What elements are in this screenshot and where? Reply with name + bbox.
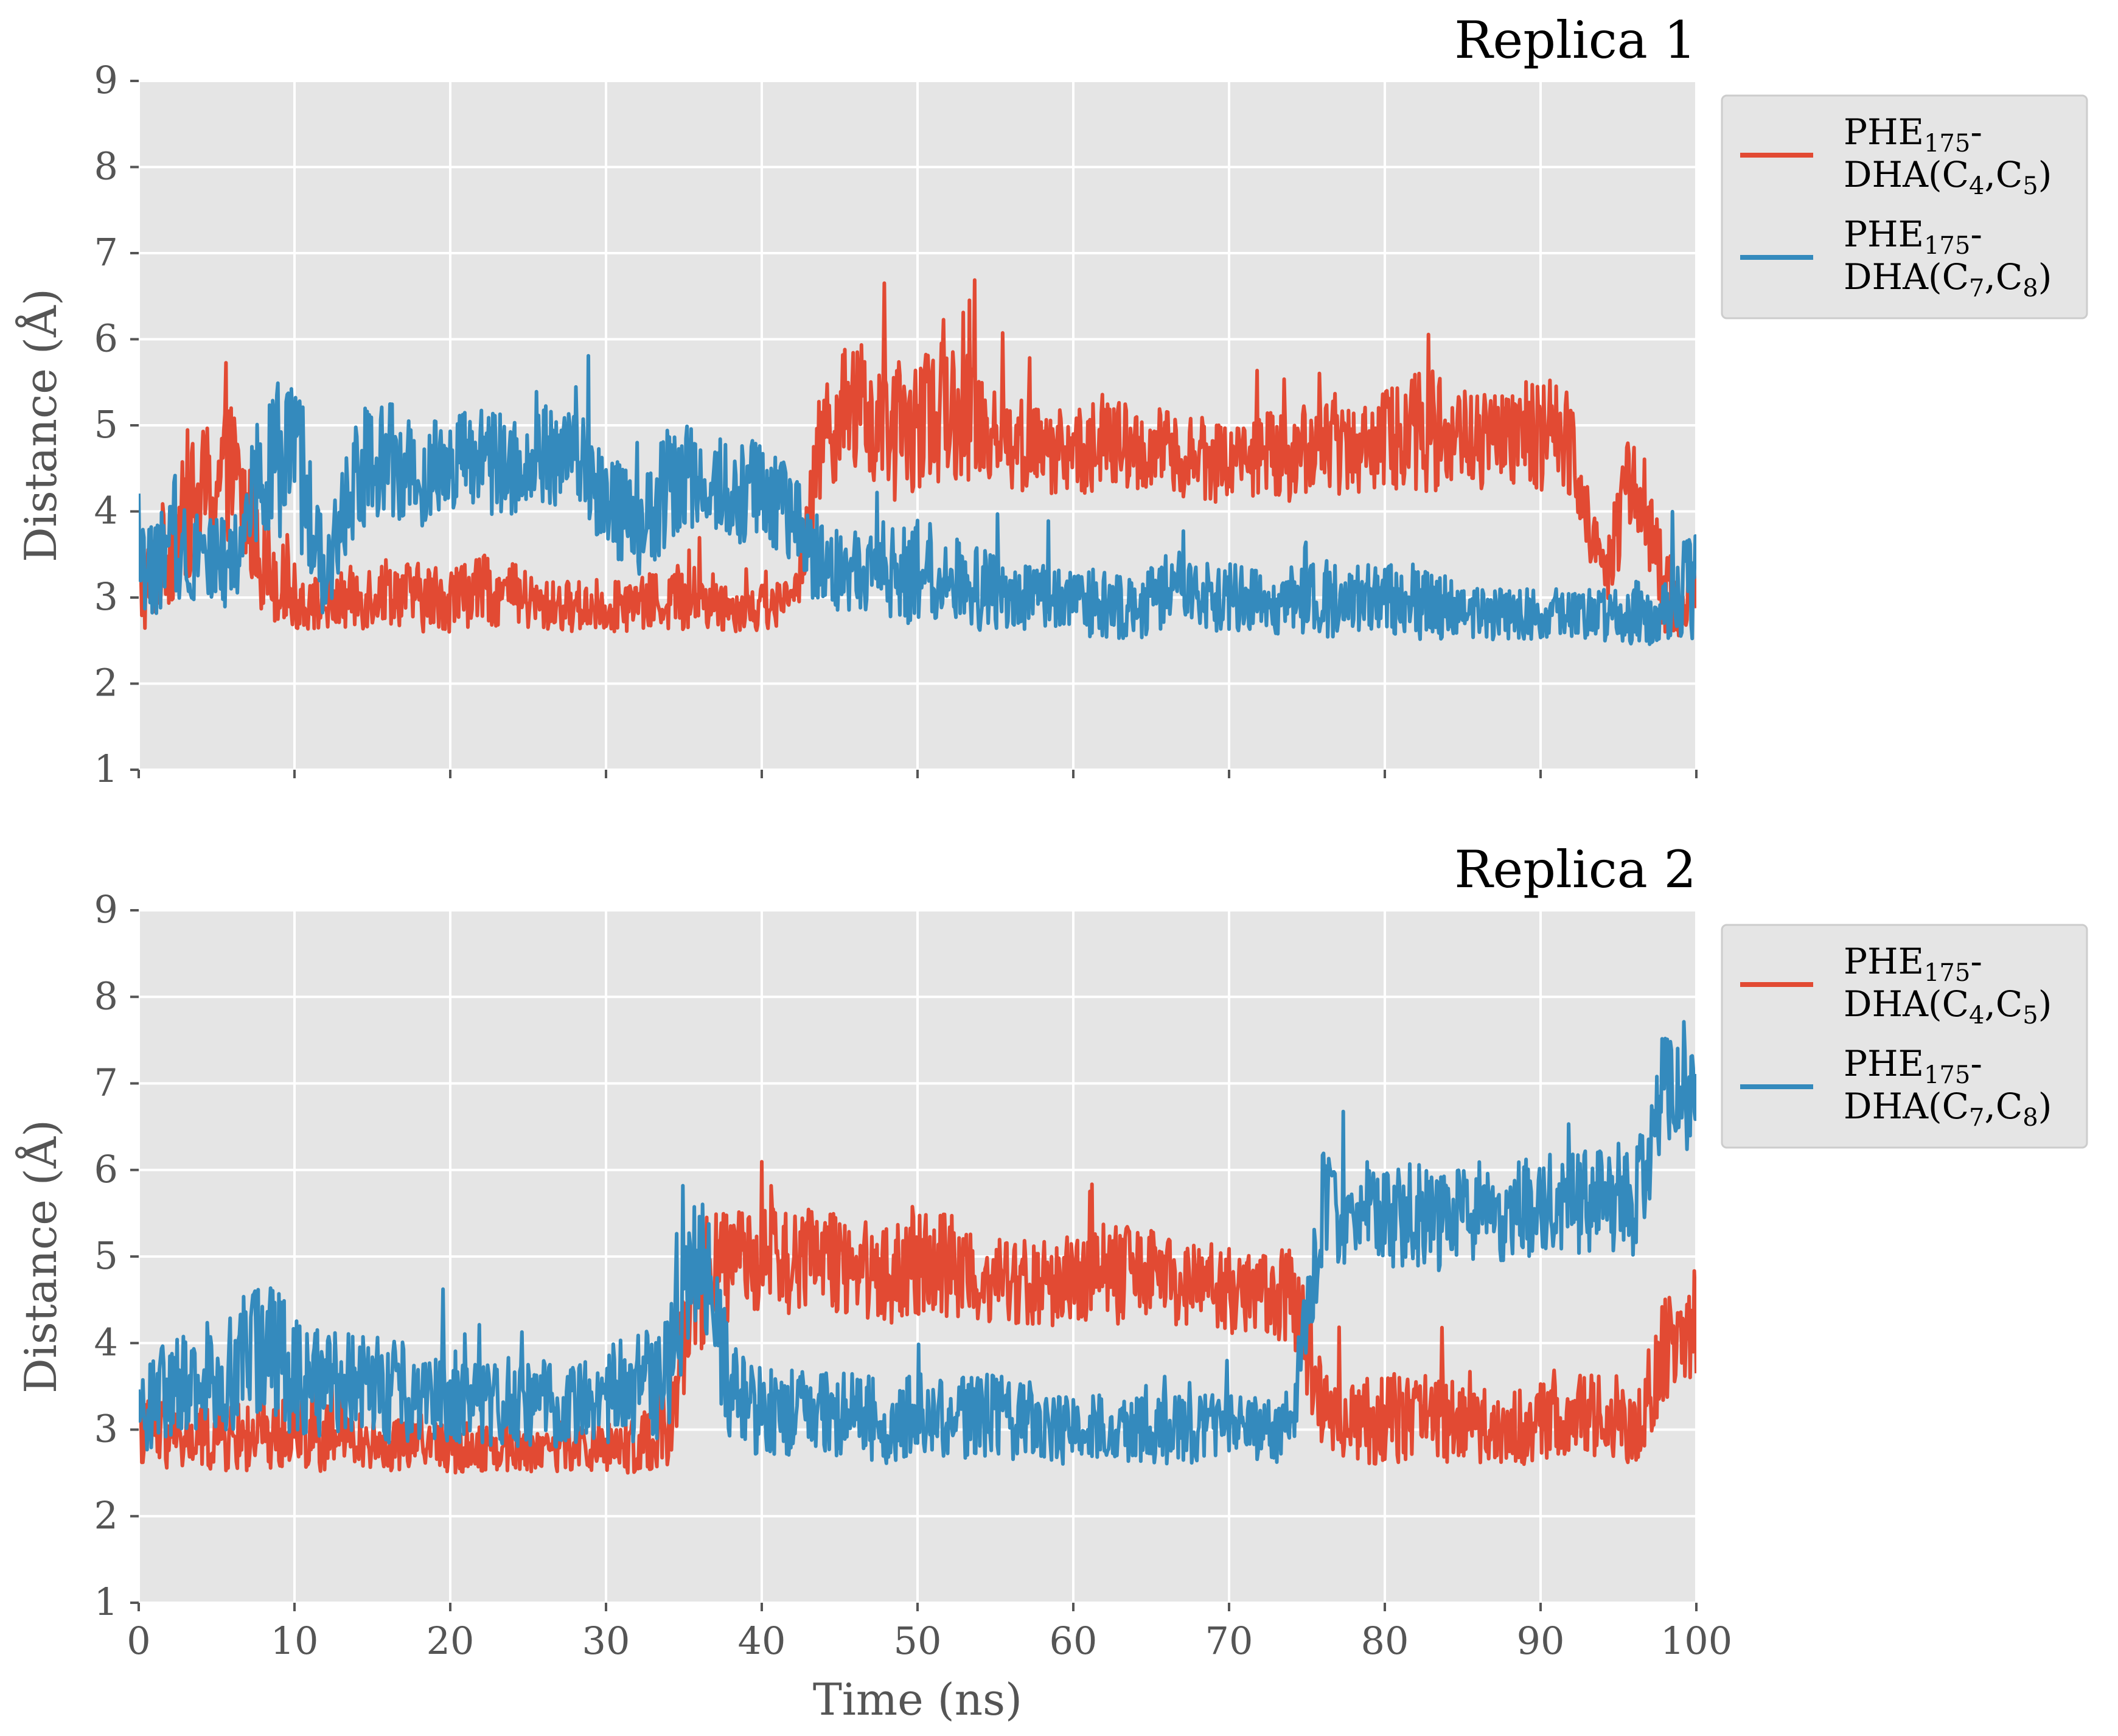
legend: PHE175-DHA(C4,C5)PHE175-DHA(C7,C8) bbox=[1721, 94, 2088, 319]
y-tick-label: 5 bbox=[94, 402, 118, 447]
legend-text-part: ) bbox=[2038, 983, 2052, 1025]
x-tick-label: 10 bbox=[271, 1619, 319, 1663]
legend-label-line1: PHE175- bbox=[1844, 214, 1982, 260]
legend-subscript: 4 bbox=[1969, 1002, 1984, 1030]
x-tick-label: 20 bbox=[427, 1619, 475, 1663]
legend-text-part: ,C bbox=[1984, 983, 2022, 1025]
legend-text-part: DHA(C bbox=[1844, 983, 1969, 1025]
legend-subscript: 175 bbox=[1924, 232, 1970, 260]
y-tick-label: 9 bbox=[94, 58, 118, 102]
y-tick-label: 8 bbox=[94, 974, 118, 1018]
legend-text-part: - bbox=[1970, 111, 1982, 153]
y-tick-label: 5 bbox=[94, 1233, 118, 1278]
y-tick-label: 9 bbox=[94, 887, 118, 932]
legend-subscript: 8 bbox=[2022, 274, 2038, 302]
x-tick-label: 30 bbox=[582, 1619, 630, 1663]
y-tick-label: 6 bbox=[94, 1147, 118, 1191]
series-line-1 bbox=[139, 1160, 1696, 1475]
legend-text-part: PHE bbox=[1844, 111, 1924, 153]
y-tick-label: 2 bbox=[94, 1493, 118, 1538]
series-line-2 bbox=[139, 1020, 1696, 1466]
legend-text-part: ,C bbox=[1984, 256, 2022, 298]
legend-text-part: ,C bbox=[1984, 154, 2022, 195]
y-tick-label: 7 bbox=[94, 1061, 118, 1105]
y-tick-label: 3 bbox=[94, 574, 118, 619]
y-axis-label: Distance (Å) bbox=[15, 1120, 66, 1393]
legend-text-part: ) bbox=[2038, 1086, 2052, 1127]
series-group bbox=[139, 278, 1696, 646]
legend-label-line2: DHA(C7,C8) bbox=[1844, 1086, 2052, 1132]
legend-box bbox=[1721, 94, 2088, 319]
y-tick-label: 2 bbox=[94, 661, 118, 705]
legend-text-part: ) bbox=[2038, 256, 2052, 298]
y-tick-label: 6 bbox=[94, 316, 118, 361]
legend-subscript: 175 bbox=[1924, 130, 1970, 158]
series-group bbox=[139, 1020, 1696, 1475]
legend-label-line1: PHE175- bbox=[1844, 1043, 1982, 1089]
legend-text-part: DHA(C bbox=[1844, 154, 1969, 195]
legend-label-line2: DHA(C4,C5) bbox=[1844, 154, 2052, 200]
legend-subscript: 5 bbox=[2022, 172, 2038, 200]
legend-label-line1: PHE175- bbox=[1844, 941, 1982, 987]
legend-subscript: 7 bbox=[1969, 1104, 1984, 1132]
y-tick-label: 4 bbox=[94, 1320, 118, 1364]
legend-text-part: PHE bbox=[1844, 1043, 1924, 1084]
legend-subscript: 4 bbox=[1969, 172, 1984, 200]
legend-text-part: DHA(C bbox=[1844, 256, 1969, 298]
legend-text-part: ,C bbox=[1984, 1086, 2022, 1127]
legend-subscript: 175 bbox=[1924, 959, 1970, 987]
y-tick-label: 8 bbox=[94, 144, 118, 189]
legend-subscript: 175 bbox=[1924, 1061, 1970, 1089]
legend-subscript: 7 bbox=[1969, 274, 1984, 302]
x-axis-label: Time (ns) bbox=[813, 1674, 1022, 1725]
legend-subscript: 5 bbox=[2022, 1002, 2038, 1030]
legend-subscript: 8 bbox=[2022, 1104, 2038, 1132]
x-tick-label: 40 bbox=[738, 1619, 786, 1663]
panel-title: Replica 2 bbox=[1454, 840, 1696, 899]
legend-text-part: ) bbox=[2038, 154, 2052, 195]
x-tick-label: 50 bbox=[894, 1619, 942, 1663]
panel-title: Replica 1 bbox=[1454, 10, 1696, 70]
legend-box bbox=[1721, 924, 2088, 1149]
legend-label-line2: DHA(C7,C8) bbox=[1844, 256, 2052, 302]
legend-text-part: PHE bbox=[1844, 941, 1924, 982]
y-tick-label: 3 bbox=[94, 1407, 118, 1451]
x-tick-label: 90 bbox=[1517, 1619, 1565, 1663]
x-tick-label: 70 bbox=[1205, 1619, 1253, 1663]
legend: PHE175-DHA(C4,C5)PHE175-DHA(C7,C8) bbox=[1721, 924, 2088, 1149]
x-tick-label: 100 bbox=[1660, 1619, 1732, 1663]
legend-text-part: DHA(C bbox=[1844, 1086, 1969, 1127]
legend-label-line2: DHA(C4,C5) bbox=[1844, 983, 2052, 1030]
y-axis-label: Distance (Å) bbox=[15, 288, 66, 562]
series-line-1 bbox=[139, 278, 1696, 638]
x-tick-label: 0 bbox=[127, 1619, 150, 1663]
legend-text-part: PHE bbox=[1844, 214, 1924, 255]
y-tick-label: 4 bbox=[94, 489, 118, 533]
x-tick-label: 60 bbox=[1050, 1619, 1098, 1663]
legend-label-line1: PHE175- bbox=[1844, 111, 1982, 158]
y-tick-label: 1 bbox=[94, 1580, 118, 1624]
legend-text-part: - bbox=[1970, 941, 1982, 982]
series-line-2 bbox=[139, 354, 1696, 646]
legend-text-part: - bbox=[1970, 1043, 1982, 1084]
y-tick-label: 1 bbox=[94, 747, 118, 791]
legend-text-part: - bbox=[1970, 214, 1982, 255]
y-tick-label: 7 bbox=[94, 230, 118, 274]
x-tick-label: 80 bbox=[1361, 1619, 1409, 1663]
